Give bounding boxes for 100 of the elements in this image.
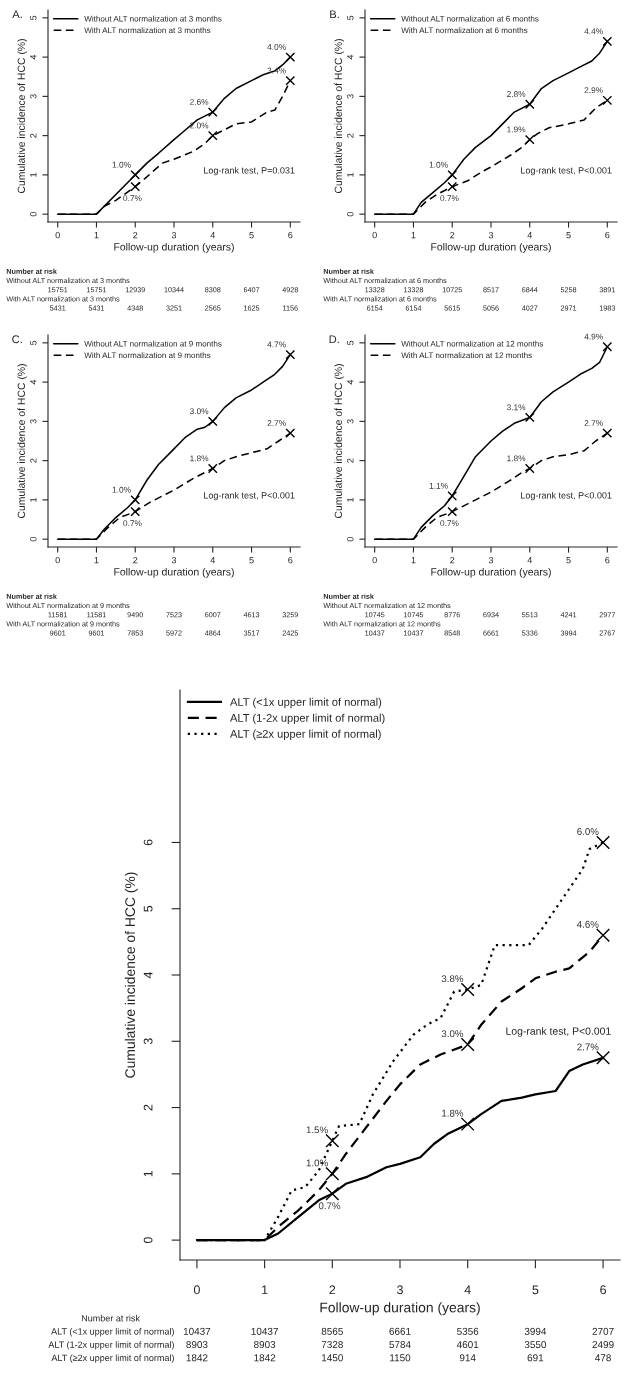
chart-title: D. xyxy=(329,335,339,344)
y-tick-label: 3 xyxy=(347,419,354,424)
y-tick-label: 1 xyxy=(347,172,354,177)
x-tick-label: 3 xyxy=(171,556,177,564)
text: 4601 xyxy=(456,1341,479,1349)
point xyxy=(207,416,218,427)
y-tick-label: 5 xyxy=(30,340,37,345)
y-tick-label: 5 xyxy=(143,905,153,912)
y-tick-label: 2 xyxy=(347,458,354,463)
y-tick-label: 2 xyxy=(30,133,37,138)
text: 478 xyxy=(595,1354,611,1362)
point xyxy=(207,130,218,141)
y-tick-label: 3 xyxy=(347,94,354,99)
data-label: 1.8% xyxy=(190,455,209,462)
point xyxy=(596,1050,611,1065)
point xyxy=(602,341,613,352)
data-label: 2.6% xyxy=(190,98,209,105)
data-label: 3.0% xyxy=(189,408,209,415)
x-tick-label: 2 xyxy=(133,556,138,564)
legend-label: ALT (1-2x upper limit of normal) xyxy=(230,713,385,725)
legend-label: With ALT normalization at 3 months xyxy=(84,27,211,34)
data-label: 4.4% xyxy=(584,28,603,35)
x-tick-label: 3 xyxy=(488,556,494,564)
text: 8903 xyxy=(186,1341,208,1349)
data-label: 1.0% xyxy=(112,486,131,493)
data-label: 0.7% xyxy=(123,520,142,527)
text: ALT (<1x upper limit of normal) xyxy=(51,1328,174,1337)
legend-label: Without ALT normalization at 9 months xyxy=(84,340,222,347)
x-tick-label: 6 xyxy=(288,231,293,239)
point xyxy=(130,170,141,180)
y-tick-label: 4 xyxy=(347,379,354,385)
data-label: 4.9% xyxy=(584,333,603,340)
text: 1842 xyxy=(254,1354,276,1362)
annotation: Log-rank test, P<0.001 xyxy=(506,1027,611,1037)
x-tick-label: 4 xyxy=(210,232,216,239)
x-tick-label: 4 xyxy=(527,557,533,564)
point xyxy=(602,428,613,439)
annotation: Log-rank test, P=0.031 xyxy=(204,166,295,176)
point xyxy=(447,170,458,180)
x-tick-label: 1 xyxy=(94,232,99,239)
x-tick-label: 3 xyxy=(397,1285,403,1295)
point xyxy=(602,36,613,47)
legend-label: Without ALT normalization at 12 months xyxy=(401,340,544,347)
chart-title: A. xyxy=(12,10,22,19)
y-tick-label: 1 xyxy=(30,172,37,177)
x-tick-label: 0 xyxy=(372,231,377,239)
text: 5784 xyxy=(389,1341,411,1349)
y-tick-label: 1 xyxy=(143,1170,153,1177)
x-axis-title: Follow-up duration (years) xyxy=(114,567,234,578)
point xyxy=(602,95,613,106)
x-tick-label: 0 xyxy=(372,556,377,564)
point xyxy=(460,982,475,997)
x-tick-label: 1 xyxy=(411,232,416,239)
point xyxy=(447,506,458,517)
point xyxy=(325,1166,340,1181)
data-label: 0.7% xyxy=(440,195,459,202)
x-tick-label: 5 xyxy=(249,232,254,239)
data-label: 1.9% xyxy=(507,126,526,133)
y-axis-title: Cumulative incidence of HCC (%) xyxy=(334,364,345,519)
text: 1842 xyxy=(186,1354,208,1362)
data-label: 1.0% xyxy=(306,1159,328,1167)
y-tick-label: 0 xyxy=(143,1237,153,1244)
point xyxy=(130,181,141,192)
x-tick-label: 3 xyxy=(171,231,177,239)
annotation: Log-rank test, P<0.001 xyxy=(521,491,612,501)
text: 691 xyxy=(527,1354,544,1362)
text: 7328 xyxy=(321,1341,343,1349)
data-label: 1.8% xyxy=(507,455,526,462)
x-tick-label: 1 xyxy=(411,557,416,564)
point xyxy=(460,1037,475,1052)
point xyxy=(130,495,141,505)
y-axis-title: Cumulative incidence of HCC (%) xyxy=(17,39,28,194)
x-tick-label: 2 xyxy=(450,231,455,239)
y-tick-label: 5 xyxy=(347,15,354,20)
text: 3550 xyxy=(524,1341,547,1349)
y-axis-title: Cumulative incidence of HCC (%) xyxy=(334,39,345,194)
data-label: 2.8% xyxy=(507,91,526,98)
x-tick-label: 2 xyxy=(329,1285,336,1295)
x-tick-label: 6 xyxy=(600,1285,606,1295)
data-label: 3.8% xyxy=(441,975,464,983)
x-axis-title: Follow-up duration (years) xyxy=(431,567,551,578)
y-tick-label: 3 xyxy=(30,94,37,99)
text: 8903 xyxy=(254,1341,276,1349)
text: Number at risk xyxy=(81,1314,140,1322)
data-label: 0.7% xyxy=(440,520,459,527)
x-tick-label: 0 xyxy=(193,1285,200,1295)
y-tick-label: 4 xyxy=(347,54,354,60)
point xyxy=(524,463,535,474)
chart-title: C. xyxy=(12,335,22,344)
x-tick-label: 5 xyxy=(249,557,254,564)
y-tick-label: 2 xyxy=(30,458,37,463)
point xyxy=(524,134,535,145)
data-label: 1.5% xyxy=(306,1126,328,1134)
data-label: 4.7% xyxy=(267,341,286,348)
point xyxy=(285,349,296,360)
x-tick-label: 6 xyxy=(605,231,610,239)
x-tick-label: 2 xyxy=(450,556,455,564)
annotation: Log-rank test, P<0.001 xyxy=(204,491,295,501)
point xyxy=(207,107,218,117)
data-label: 4.6% xyxy=(576,920,599,928)
